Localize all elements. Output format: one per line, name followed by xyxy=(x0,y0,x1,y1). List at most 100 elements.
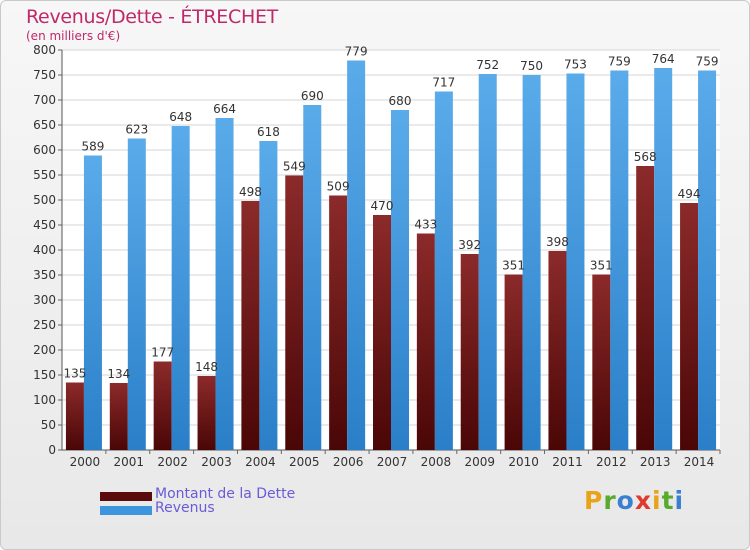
y-tick-label: 400 xyxy=(33,243,56,257)
x-tick-label: 2001 xyxy=(114,455,145,469)
bar-debt xyxy=(285,175,304,450)
legend-label-revenus: Revenus xyxy=(155,500,215,516)
legend-swatch-debt xyxy=(100,492,152,501)
x-tick-label: 2004 xyxy=(245,455,276,469)
bar-revenus xyxy=(171,126,190,450)
x-tick-label: 2011 xyxy=(552,455,583,469)
y-tick-label: 50 xyxy=(41,418,56,432)
y-tick-label: 650 xyxy=(33,118,56,132)
data-label-revenus: 623 xyxy=(125,123,148,137)
data-label-revenus: 664 xyxy=(213,102,236,116)
x-tick-label: 2003 xyxy=(201,455,232,469)
bar-debt xyxy=(373,215,391,450)
y-tick-label: 600 xyxy=(33,143,56,157)
chart-title: Revenus/Dette - ÉTRECHET xyxy=(26,6,278,28)
x-tick-label: 2013 xyxy=(640,455,671,469)
data-label-debt: 392 xyxy=(458,238,481,252)
bar-debt xyxy=(504,274,523,450)
y-tick-label: 550 xyxy=(33,168,56,182)
bars xyxy=(65,60,717,450)
chart-subtitle: (en milliers d'€) xyxy=(26,29,121,43)
data-label-revenus: 750 xyxy=(520,59,543,73)
y-tick-label: 450 xyxy=(33,218,56,232)
x-tick-label: 2000 xyxy=(70,455,101,469)
y-tick-label: 500 xyxy=(33,193,56,207)
data-label-debt: 351 xyxy=(502,259,525,273)
bar-revenus xyxy=(303,105,322,450)
data-label-debt: 148 xyxy=(195,360,218,374)
x-tick-label: 2005 xyxy=(289,455,320,469)
data-label-revenus: 752 xyxy=(476,58,499,72)
y-tick-label: 250 xyxy=(33,318,56,332)
y-tick-label: 0 xyxy=(48,443,56,457)
bar-debt xyxy=(592,274,611,450)
bar-revenus xyxy=(259,141,278,450)
bar-revenus xyxy=(347,60,366,450)
y-tick-label: 100 xyxy=(33,393,56,407)
logo-letter: r xyxy=(603,486,617,515)
bar-revenus xyxy=(83,155,102,450)
data-label-revenus: 648 xyxy=(169,110,192,124)
x-tick-label: 2009 xyxy=(464,455,495,469)
data-label-debt: 549 xyxy=(283,160,306,174)
x-tick-label: 2007 xyxy=(377,455,408,469)
logo-letter: x xyxy=(634,486,652,515)
data-label-revenus: 589 xyxy=(81,140,104,154)
bar-revenus xyxy=(610,70,629,450)
y-tick-label: 800 xyxy=(33,43,56,57)
data-label-revenus: 753 xyxy=(564,58,587,72)
data-label-debt: 568 xyxy=(634,150,657,164)
bar-revenus xyxy=(391,110,409,450)
data-label-revenus: 680 xyxy=(389,94,412,108)
x-tick-label: 2010 xyxy=(508,455,539,469)
data-label-debt: 134 xyxy=(107,367,130,381)
x-tick-label: 2008 xyxy=(421,455,452,469)
bar-debt xyxy=(460,254,479,450)
data-label-debt: 494 xyxy=(678,187,701,201)
bar-debt xyxy=(636,166,655,450)
logo-letter: o xyxy=(616,486,635,515)
x-tick-label: 2014 xyxy=(684,455,715,469)
legend-swatch-revenus xyxy=(100,506,152,515)
data-label-revenus: 717 xyxy=(432,76,455,90)
data-label-revenus: 759 xyxy=(608,55,631,69)
y-tick-label: 700 xyxy=(33,93,56,107)
y-tick-label: 150 xyxy=(33,368,56,382)
data-label-debt: 509 xyxy=(327,180,350,194)
data-label-debt: 433 xyxy=(414,218,437,232)
data-label-debt: 177 xyxy=(151,346,174,360)
bar-debt xyxy=(153,361,172,450)
bar-debt xyxy=(329,195,348,450)
logo-letter: t xyxy=(661,486,675,515)
bar-revenus xyxy=(654,68,673,450)
bar-debt xyxy=(109,383,128,450)
bar-revenus xyxy=(522,75,541,450)
data-label-debt: 351 xyxy=(590,259,613,273)
y-tick-label: 750 xyxy=(33,68,56,82)
data-label-revenus: 618 xyxy=(257,125,280,139)
bar-revenus xyxy=(566,73,585,450)
data-label-revenus: 779 xyxy=(345,45,368,59)
data-labels: 135 589 134 623 177 648 148 664 498 618 549 690 509 7… xyxy=(63,45,718,382)
bar-revenus xyxy=(434,91,453,450)
legend-label-debt: Montant de la Dette xyxy=(155,486,296,502)
x-tick-label: 2006 xyxy=(333,455,364,469)
data-label-debt: 498 xyxy=(239,185,262,199)
proxiti-logo: Proxiti xyxy=(584,486,684,515)
bar-debt xyxy=(680,203,699,450)
data-label-debt: 398 xyxy=(546,235,569,249)
bar-revenus xyxy=(127,138,146,450)
axes: 0 50 100 150 200 250 300 350 400 450 500 550 600 650 7… xyxy=(33,43,721,469)
x-tick-label: 2012 xyxy=(596,455,627,469)
y-tick-label: 350 xyxy=(33,268,56,282)
y-tick-label: 200 xyxy=(33,343,56,357)
data-label-revenus: 690 xyxy=(301,89,324,103)
data-label-debt: 470 xyxy=(371,199,394,213)
y-tick-label: 300 xyxy=(33,293,56,307)
bar-revenus xyxy=(215,118,234,450)
logo-letter: i xyxy=(674,486,685,515)
bar-debt xyxy=(65,382,84,450)
bar-debt xyxy=(197,376,216,450)
bar-debt xyxy=(241,201,260,450)
